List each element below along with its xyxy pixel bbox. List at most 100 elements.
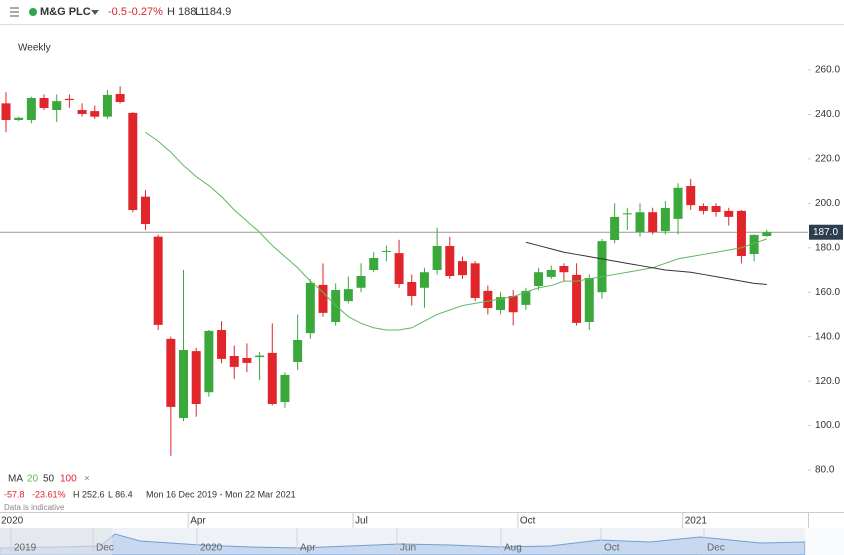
header-bar [0,0,844,24]
candle-body [52,101,62,110]
candle-body [496,297,506,310]
candle-body [39,98,49,108]
navigator-label: Dec [707,543,725,554]
candle-body [394,253,404,284]
candle-body [179,350,189,418]
candle-body [153,236,163,325]
candle-body [369,258,379,270]
candle-body [610,216,620,240]
y-tick-label: 160.0 [815,287,840,298]
candle-body [711,206,721,212]
last-price-label: 187.0 [813,227,838,238]
x-tick-label: 2021 [685,516,708,527]
y-tick-label: 260.0 [815,65,840,76]
candle-body [242,358,252,363]
candle-body [521,290,531,305]
candle-body [204,330,214,393]
low-text: L 184.9 [195,6,231,18]
last-price-box [809,224,843,240]
candle-body [280,374,290,402]
status-dot [29,8,37,16]
x-tick-label: 2020 [1,516,24,527]
change: -0.5 [108,6,127,18]
candle-body [445,246,455,276]
candle-body [419,272,429,288]
y-tick-label: 100.0 [815,420,840,431]
candle-body [191,351,201,404]
candle-body [255,355,265,358]
candle-body [584,278,594,322]
navigator-label: Jun [400,543,416,554]
candle-body [470,263,480,298]
y-tick-label: 240.0 [815,109,840,120]
navigator-mask [805,528,844,555]
navigator-label: 2019 [14,543,37,554]
candle-body [698,206,708,211]
interval: Weekly [18,43,51,54]
candle-body [381,250,391,252]
y-tick-label: 180.0 [815,242,840,253]
x-tick-label: Oct [520,516,536,527]
legend-entry[interactable]: 20 [27,474,39,485]
candle-body [724,210,734,217]
menu-icon[interactable] [10,7,19,17]
candle-body [762,232,772,236]
candle-body [356,276,366,288]
candle-body [432,246,442,270]
y-tick-label: 140.0 [815,331,840,342]
legend-entry[interactable]: 50 [43,474,55,485]
moving-average [525,241,767,285]
y-tick-label: 80.0 [815,465,835,476]
ma-close[interactable]: × [84,474,90,485]
candle-body [660,208,670,232]
candle-body [217,330,227,359]
candle-body [140,196,150,224]
candle-body [267,352,277,404]
x-tick-label: Apr [190,516,206,527]
candle-body [166,338,176,407]
stat-range: Mon 16 Dec 2019 - Mon 22 Mar 2021 [146,489,296,499]
dropdown-caret[interactable] [91,10,99,15]
change-pct: -0.27% [128,6,163,18]
candle-body [686,186,696,206]
candle-body [128,112,138,210]
candle-body [736,210,746,256]
stat-low: L 86.4 [108,489,133,499]
high-text: H 188.1 [167,6,206,18]
instrument-name[interactable]: M&G PLC [40,6,91,18]
candle-body [407,282,417,296]
candle-body [457,261,467,276]
candle-body [102,94,112,117]
candle-body [343,289,353,302]
candle-body [115,94,125,102]
candle-body [64,98,74,100]
ma-label: MA [8,474,23,485]
candle-body [559,266,569,273]
candle-body [14,117,24,120]
candle-body [597,241,607,293]
y-tick-label: 200.0 [815,198,840,209]
stat-high: H 252.6 [73,489,105,499]
candle-body [229,356,239,367]
candle-body [293,340,303,362]
candle-body [26,98,36,120]
candle-body [749,234,759,254]
navigator-label: 2020 [200,543,223,554]
candle-body [483,290,493,308]
navigator-label: Aug [504,543,522,554]
moving-average [145,131,767,331]
candle-body [90,111,100,117]
stat-note: Data is indicative [4,503,65,512]
navigator-label: Dec [96,543,114,554]
candle-body [305,282,315,334]
navigator-label: Oct [604,543,620,554]
navigator-label: Apr [300,543,316,554]
candle-body [77,110,87,114]
candle-body [318,284,328,313]
candle-body [546,270,556,277]
x-tick-label: Jul [355,516,368,527]
candle-body [572,274,582,323]
stat-change: -57.8 [4,489,25,499]
legend-entry[interactable]: 100 [60,474,77,485]
